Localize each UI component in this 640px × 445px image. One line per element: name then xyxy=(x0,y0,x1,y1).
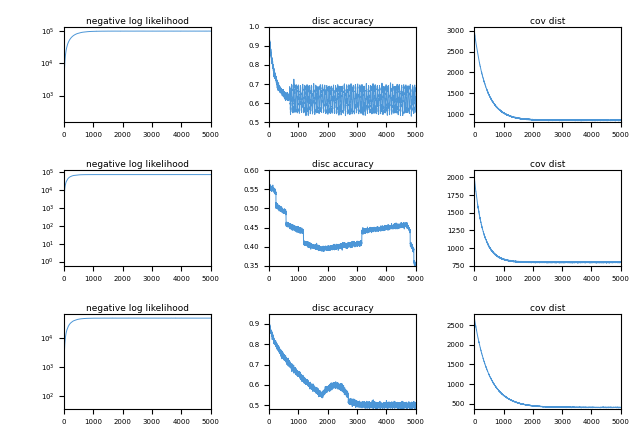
Title: negative log likelihood: negative log likelihood xyxy=(86,304,189,313)
Title: disc accuracy: disc accuracy xyxy=(312,304,373,313)
Title: negative log likelihood: negative log likelihood xyxy=(86,17,189,26)
Title: disc accuracy: disc accuracy xyxy=(312,161,373,170)
Title: cov dist: cov dist xyxy=(530,161,565,170)
Title: disc accuracy: disc accuracy xyxy=(312,17,373,26)
Title: cov dist: cov dist xyxy=(530,17,565,26)
Title: cov dist: cov dist xyxy=(530,304,565,313)
Title: negative log likelihood: negative log likelihood xyxy=(86,161,189,170)
